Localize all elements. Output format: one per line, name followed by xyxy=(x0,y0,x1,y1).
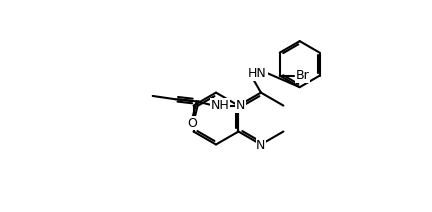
Text: NH: NH xyxy=(210,99,229,112)
Text: HN: HN xyxy=(248,67,267,80)
Text: O: O xyxy=(187,117,197,130)
Text: N: N xyxy=(236,99,245,112)
Text: N: N xyxy=(256,139,266,152)
Text: Br: Br xyxy=(296,69,310,82)
